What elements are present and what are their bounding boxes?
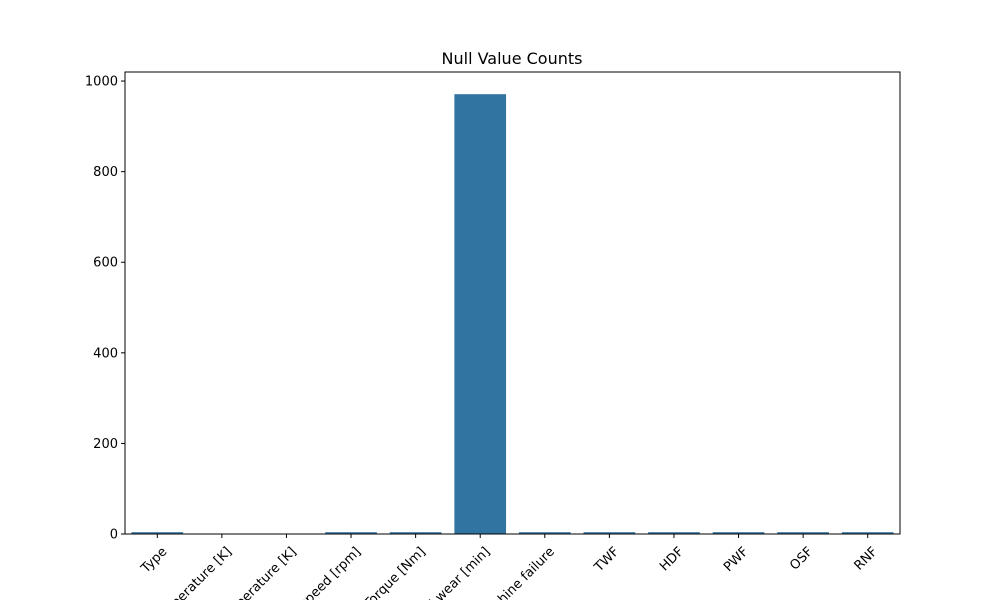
axes-layer: [124, 71, 901, 535]
chart-title: Null Value Counts: [442, 49, 583, 68]
bar-6: [518, 532, 571, 534]
bar-4: [389, 532, 442, 534]
bar-7: [583, 532, 636, 534]
x-tick-label-10: OSF: [787, 544, 816, 573]
x-tick-label-9: PWF: [721, 544, 752, 575]
bar-9: [712, 532, 765, 534]
x-tick-label-0: Type: [138, 544, 170, 576]
x-tick-label-8: HDF: [657, 544, 687, 574]
y-tick-label-5: 1000: [85, 75, 118, 90]
bar-8: [648, 532, 700, 534]
x-tick-label-11: RNF: [852, 544, 881, 573]
bar-0: [131, 532, 184, 534]
bar-11: [841, 532, 894, 534]
bar-5: [454, 94, 507, 534]
y-tick-label-2: 400: [93, 346, 118, 361]
bars-layer: [131, 94, 894, 534]
x-tick-label-4: Torque [Nm]: [361, 544, 429, 600]
y-tick-label-1: 200: [93, 437, 118, 452]
x-tick-label-7: TWF: [591, 544, 622, 575]
plot-frame: [124, 71, 901, 535]
bar-10: [777, 532, 829, 534]
y-ticks-layer: 0 200 400 600 800 1000: [85, 75, 125, 543]
y-tick-label-3: 600: [93, 256, 118, 271]
y-tick-label-0: 0: [110, 528, 118, 543]
y-tick-label-4: 800: [93, 165, 118, 180]
bar-3: [325, 532, 377, 534]
